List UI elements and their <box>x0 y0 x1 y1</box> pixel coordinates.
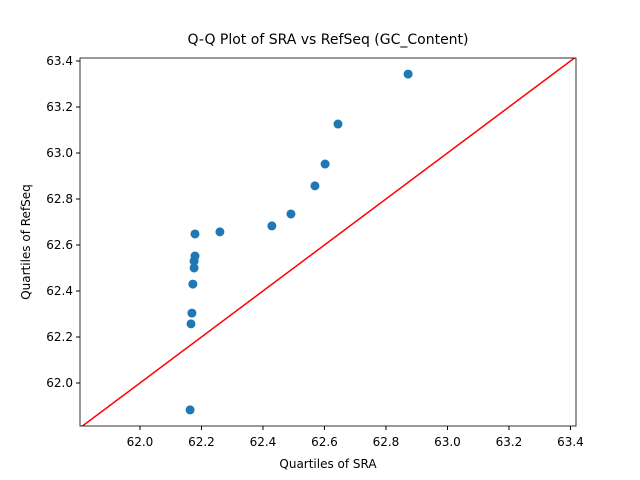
x-tick-label: 62.6 <box>311 435 338 449</box>
y-tick-label: 62.8 <box>46 192 73 206</box>
point <box>187 308 197 318</box>
point <box>286 209 296 219</box>
y-tick-label: 62.6 <box>46 238 73 252</box>
y-axis-label: Quartiles of RefSeq <box>19 184 33 300</box>
x-axis-label: Quartiles of SRA <box>279 457 377 471</box>
point <box>188 279 198 289</box>
y-tick-label: 62.0 <box>46 376 73 390</box>
point <box>333 119 343 129</box>
reference-line <box>81 58 576 426</box>
y-tick-label: 63.0 <box>46 146 73 160</box>
point <box>310 181 320 191</box>
point <box>190 229 200 239</box>
y-tick-label: 63.4 <box>46 54 73 68</box>
point <box>189 263 199 273</box>
point <box>267 221 277 231</box>
point <box>215 227 225 237</box>
y-tick-label: 62.4 <box>46 284 73 298</box>
point <box>320 159 330 169</box>
point <box>185 405 195 415</box>
x-tick-label: 63.4 <box>557 435 584 449</box>
plot-frame <box>79 57 577 427</box>
chart-title: Q-Q Plot of SRA vs RefSeq (GC_Content) <box>187 32 468 48</box>
x-tick-label: 63.0 <box>434 435 461 449</box>
x-tick-label: 62.4 <box>250 435 277 449</box>
point <box>186 319 196 329</box>
point <box>190 251 200 261</box>
x-tick-label: 63.2 <box>496 435 523 449</box>
x-tick-label: 62.0 <box>127 435 154 449</box>
point <box>403 69 413 79</box>
x-tick-label: 62.8 <box>373 435 400 449</box>
y-tick-label: 63.2 <box>46 100 73 114</box>
x-tick-label: 62.2 <box>188 435 215 449</box>
y-tick-label: 62.2 <box>46 330 73 344</box>
